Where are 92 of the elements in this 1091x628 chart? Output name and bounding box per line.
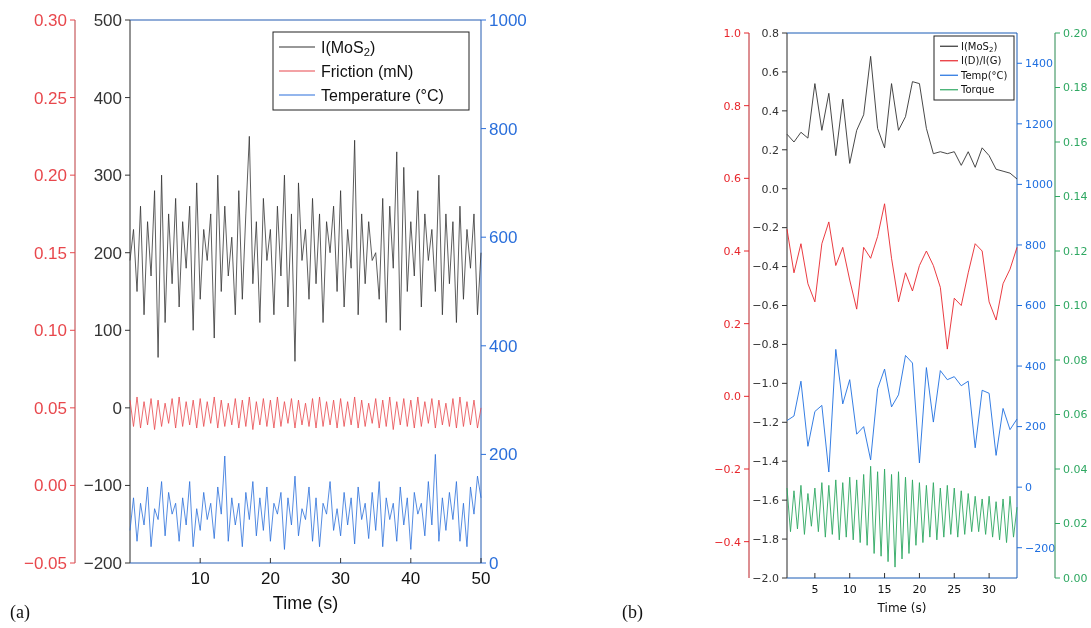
y3-tick-label: 0.0 xyxy=(723,390,741,404)
y3-tick-label: 0.4 xyxy=(723,244,741,258)
text: Torque xyxy=(961,84,995,96)
legend-label: Temperature (°C) xyxy=(321,86,444,104)
y-tick-label: 0.10 xyxy=(1063,299,1088,313)
x-tick-label: 40 xyxy=(401,569,421,588)
y-tick-label: 0.00 xyxy=(1063,571,1088,585)
y2-tick-label: 600 xyxy=(1025,299,1046,313)
y3-tick-label: 0.05 xyxy=(33,398,67,418)
y-tick-label: −2.0 xyxy=(752,571,779,585)
y-tick-label: 500 xyxy=(93,10,122,30)
y-tick-label: −0.6 xyxy=(752,299,779,313)
y-tick-label: 0.4 xyxy=(761,104,779,118)
y-tick-label: 0.2 xyxy=(761,143,779,157)
text: (a) xyxy=(10,602,30,623)
y3-tick-label: 1.0 xyxy=(723,26,741,40)
y-tick-label: −0.4 xyxy=(752,260,779,274)
y3-tick-label: 0.25 xyxy=(33,88,67,108)
y-tick-label: 0.08 xyxy=(1063,353,1088,367)
x-axis-title: Time (s) xyxy=(876,601,927,615)
x-tick-label: 20 xyxy=(912,583,927,596)
y3-tick-label: 0.15 xyxy=(33,243,67,263)
y-tick-label: 0.16 xyxy=(1063,135,1088,149)
x-tick-label: 30 xyxy=(331,569,351,588)
line-series xyxy=(129,454,482,550)
x-tick-label: 10 xyxy=(842,583,857,596)
line-series xyxy=(786,348,1018,473)
y-tick-label: 0.04 xyxy=(1063,462,1088,476)
y-tick-label: 0.0 xyxy=(761,182,779,196)
x-tick-label: 20 xyxy=(260,569,280,588)
y3-tick-label: −0.4 xyxy=(714,535,741,549)
y2-tick-label: 200 xyxy=(1025,420,1046,434)
y-tick-label: 0.6 xyxy=(761,65,779,79)
y-tick-label: 0 xyxy=(112,398,122,418)
y-tick-label: −1.2 xyxy=(752,416,779,430)
y3-tick-label: 0.00 xyxy=(33,476,67,496)
y2-tick-label: 800 xyxy=(1025,238,1046,252)
y3-tick-label: 0.8 xyxy=(723,99,741,113)
y2-tick-label: 800 xyxy=(489,119,518,139)
legend-label: I(D)/I(G) xyxy=(961,55,1002,67)
y2-tick-label: 0 xyxy=(489,553,499,573)
y2-tick-label: 1000 xyxy=(489,10,527,30)
y-tick-label: −0.8 xyxy=(752,338,779,352)
line-series xyxy=(786,203,1018,350)
y2-tick-label: 1200 xyxy=(1025,117,1053,131)
y3-tick-label: 0.2 xyxy=(723,317,741,331)
y2-tick-label: 400 xyxy=(489,336,518,356)
y-tick-label: 300 xyxy=(93,166,122,186)
x-tick-label: 10 xyxy=(190,569,210,588)
y3-tick-label: −0.2 xyxy=(714,462,741,476)
y2-tick-label: 600 xyxy=(489,228,518,248)
y-tick-label: 0.02 xyxy=(1063,517,1088,531)
y-tick-label: −1.0 xyxy=(752,377,779,391)
y3-tick-label: −0.05 xyxy=(23,553,67,573)
y-tick-label: −1.8 xyxy=(752,532,779,546)
y-tick-label: 0.06 xyxy=(1063,408,1088,422)
legend-label: Temp(°C) xyxy=(960,69,1008,81)
y-tick-label: 0.12 xyxy=(1063,244,1088,258)
legend-label: I(MoS$_{2}$) xyxy=(961,40,998,54)
y2-tick-label: −200 xyxy=(1025,541,1056,555)
y-tick-label: −1.6 xyxy=(752,493,779,507)
y3-tick-label: 0.20 xyxy=(33,166,67,186)
x-tick-label: 50 xyxy=(471,569,491,588)
y2-tick-label: 400 xyxy=(1025,359,1046,373)
y-tick-label: 200 xyxy=(93,243,122,263)
y-tick-label: 400 xyxy=(93,88,122,108)
y2-tick-label: 1400 xyxy=(1025,57,1053,71)
y-tick-label: 0.18 xyxy=(1063,81,1088,95)
y2-tick-label: 0 xyxy=(1025,481,1032,495)
text: (b) xyxy=(622,602,643,623)
legend-label: I(MoS$_{2}$) xyxy=(321,38,376,58)
y-tick-label: −200 xyxy=(83,553,122,573)
x-axis-title: Time (s) xyxy=(272,593,339,613)
x-tick-label: 15 xyxy=(877,583,892,596)
y-tick-label: −100 xyxy=(83,476,122,496)
y3-tick-label: 0.6 xyxy=(723,172,741,186)
y2-tick-label: 200 xyxy=(489,445,518,465)
y3-tick-label: 0.10 xyxy=(33,321,67,341)
x-tick-label: 30 xyxy=(982,583,997,596)
y-tick-label: 0.14 xyxy=(1063,190,1088,204)
line-series xyxy=(786,465,1018,568)
legend-label: Friction (mN) xyxy=(321,62,414,80)
y-tick-label: 0.8 xyxy=(761,26,779,40)
x-tick-label: 5 xyxy=(811,583,819,596)
y-tick-label: 100 xyxy=(93,321,122,341)
y-tick-label: 0.20 xyxy=(1063,26,1088,40)
y-tick-label: −0.2 xyxy=(752,221,779,235)
y-tick-label: −1.4 xyxy=(752,455,779,469)
y3-tick-label: 0.30 xyxy=(33,10,67,30)
x-tick-label: 25 xyxy=(947,583,962,596)
y2-tick-label: 1000 xyxy=(1025,178,1053,192)
line-series xyxy=(129,396,482,430)
